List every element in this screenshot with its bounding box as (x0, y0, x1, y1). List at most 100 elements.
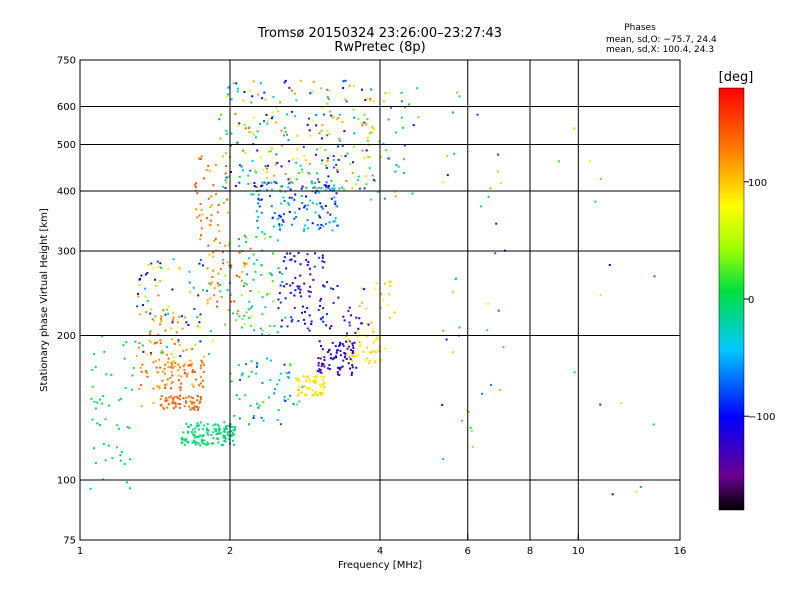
data-point (215, 428, 218, 431)
data-point (205, 427, 208, 430)
data-point (318, 256, 321, 259)
data-point (281, 319, 284, 322)
data-point (284, 297, 287, 300)
data-point (278, 214, 281, 217)
data-point (99, 398, 102, 401)
data-point (265, 114, 268, 116)
data-point (199, 396, 202, 398)
data-point (334, 345, 337, 348)
data-point (253, 415, 255, 417)
data-point (182, 431, 185, 434)
data-point (283, 134, 285, 137)
data-point (293, 255, 296, 258)
data-point (216, 305, 218, 308)
data-point (243, 282, 246, 285)
data-point (121, 451, 123, 454)
data-point (490, 383, 493, 386)
data-point (370, 198, 373, 201)
data-point (280, 129, 283, 132)
data-point (254, 270, 257, 273)
data-point (149, 334, 151, 336)
data-point (311, 182, 314, 185)
data-point (248, 257, 250, 260)
data-point (318, 340, 321, 343)
data-point (325, 324, 328, 327)
data-point (347, 338, 350, 341)
data-point (388, 293, 391, 296)
data-point (367, 323, 370, 326)
data-point (366, 139, 369, 142)
data-point (294, 193, 297, 196)
data-point (278, 292, 281, 295)
data-point (165, 383, 168, 386)
data-point (169, 377, 172, 379)
data-point (281, 272, 284, 275)
data-point (371, 131, 373, 134)
data-point (338, 139, 341, 142)
data-point (125, 481, 128, 484)
data-point (237, 87, 239, 90)
data-point (307, 261, 310, 264)
data-point (281, 281, 284, 283)
data-point (297, 385, 300, 388)
data-point (363, 156, 366, 159)
data-point (227, 431, 229, 434)
data-point (136, 305, 139, 308)
data-point (366, 118, 369, 121)
data-point (373, 287, 376, 290)
data-point (177, 266, 180, 269)
data-point (278, 225, 281, 228)
data-point (222, 201, 225, 204)
data-point (219, 290, 222, 293)
data-point (289, 284, 292, 287)
data-point (253, 185, 256, 187)
data-point (237, 124, 240, 126)
data-point (238, 315, 241, 318)
data-point (402, 158, 405, 161)
data-point (282, 260, 285, 263)
data-point (224, 323, 227, 326)
data-point (264, 306, 267, 309)
data-point (277, 110, 279, 113)
data-point (341, 120, 344, 123)
data-point (319, 202, 322, 205)
data-point (301, 185, 304, 188)
data-point (228, 438, 231, 441)
data-point (368, 156, 371, 158)
data-point (194, 443, 197, 446)
data-point (306, 253, 309, 256)
data-point (148, 331, 151, 334)
data-point (361, 149, 364, 152)
data-point (231, 432, 234, 435)
data-point (217, 203, 220, 206)
data-point (202, 363, 205, 366)
data-point (289, 188, 292, 191)
data-point (328, 364, 331, 367)
data-point (331, 229, 334, 232)
data-point (320, 297, 323, 300)
data-point (321, 260, 324, 263)
data-point (304, 310, 306, 313)
data-point (335, 192, 338, 195)
data-point (318, 181, 321, 183)
data-point (201, 440, 203, 443)
data-point (284, 79, 287, 82)
data-point (189, 359, 192, 362)
data-point (152, 401, 155, 404)
data-point (323, 285, 326, 288)
data-point (189, 363, 191, 366)
data-point (194, 343, 197, 346)
data-point (210, 442, 213, 445)
data-point (253, 133, 255, 136)
data-point (279, 215, 282, 218)
data-point (280, 202, 283, 205)
data-point (220, 113, 222, 116)
data-point (212, 339, 215, 342)
data-point (210, 195, 213, 198)
data-point (172, 360, 175, 363)
y-tick-label: 200 (57, 331, 76, 342)
data-point (212, 251, 215, 254)
data-point (334, 200, 337, 203)
data-point (139, 384, 142, 386)
data-point (135, 355, 138, 357)
